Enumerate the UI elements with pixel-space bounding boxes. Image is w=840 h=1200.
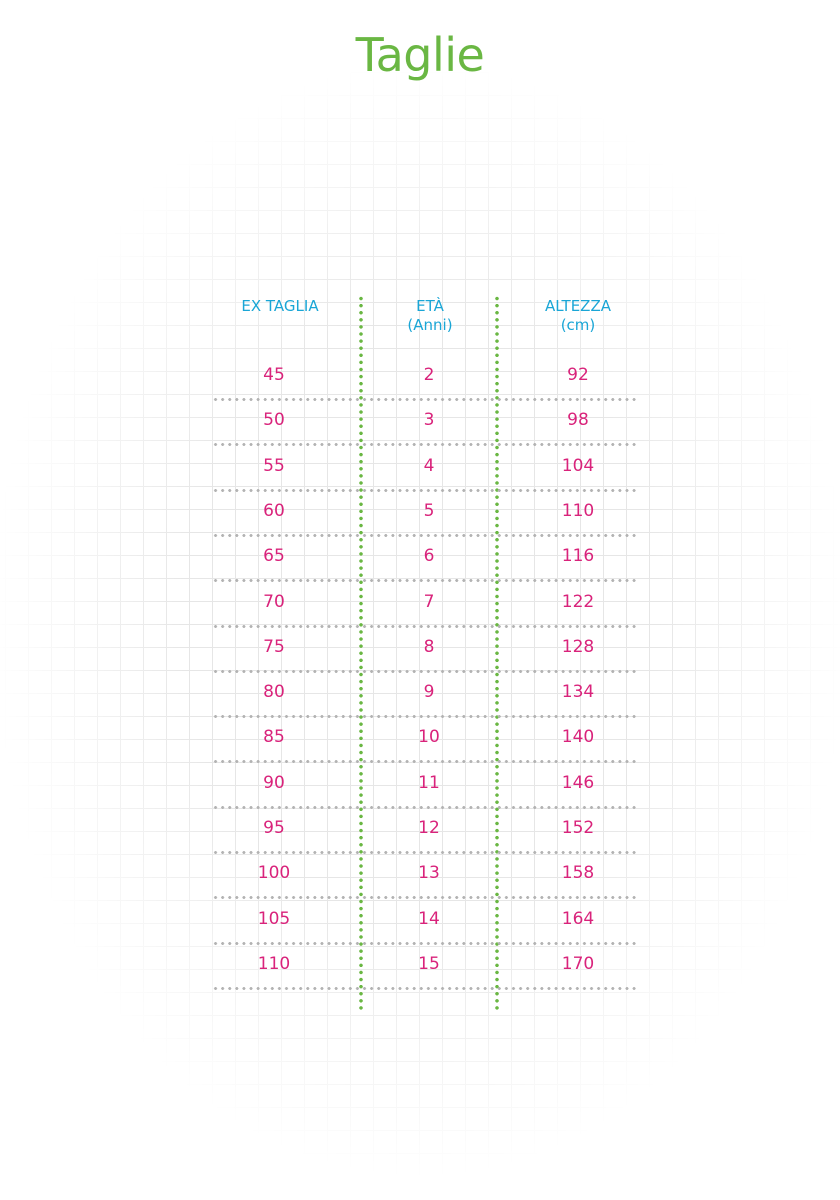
row-divider — [212, 669, 638, 673]
row-divider — [212, 941, 638, 945]
header-altezza: ALTEZZA (cm) — [498, 297, 658, 335]
table-cell: 105 — [257, 908, 291, 929]
table-cell: 95 — [263, 818, 285, 838]
table-cell: 110 — [561, 500, 595, 521]
table-cell: 158 — [561, 863, 595, 884]
header-label: ALTEZZA — [544, 297, 611, 315]
table-cell: 110 — [257, 953, 291, 974]
row-divider — [212, 986, 638, 990]
row-divider — [212, 896, 638, 900]
table-cell: 7 — [423, 591, 435, 612]
table-cell: 2 — [423, 365, 435, 385]
table-cell: 10 — [418, 727, 440, 748]
table-cell: 8 — [423, 636, 435, 657]
page-title: Taglie — [355, 28, 485, 82]
table-cell: 146 — [561, 772, 595, 793]
header-unit: (Anni) — [407, 316, 453, 334]
header-ex-taglia: EX TAGLIA — [200, 297, 360, 316]
table-cell: 152 — [561, 818, 595, 838]
table-cell: 5 — [423, 500, 435, 521]
column-divider — [359, 295, 363, 1013]
header-eta: ETÀ (Anni) — [350, 297, 510, 335]
table-cell: 11 — [418, 772, 440, 793]
row-divider — [212, 805, 638, 809]
row-divider — [212, 579, 638, 583]
table-cell: 170 — [561, 953, 595, 974]
table-cell: 50 — [263, 410, 285, 431]
row-divider — [212, 851, 638, 854]
row-divider — [212, 533, 638, 537]
table-cell: 134 — [561, 682, 595, 703]
table-cell: 85 — [263, 727, 285, 748]
table-cell: 116 — [561, 546, 595, 567]
table-cell: 12 — [418, 818, 440, 838]
table-cell: 104 — [561, 455, 595, 476]
table-cell: 45 — [263, 365, 285, 385]
table-cell: 15 — [418, 953, 440, 974]
row-divider — [212, 715, 638, 719]
table-cell: 6 — [423, 546, 435, 567]
header-label: ETÀ — [416, 297, 444, 315]
table-cell: 90 — [263, 772, 285, 793]
table-cell: 55 — [263, 455, 285, 476]
table-cell: 14 — [418, 908, 440, 929]
table-cell: 13 — [418, 863, 440, 884]
table-cell: 122 — [561, 591, 595, 612]
table-cell: 128 — [561, 636, 595, 657]
table-cell: 65 — [263, 546, 285, 567]
table-cell: 4 — [423, 455, 435, 476]
row-divider — [212, 443, 638, 447]
header-label: EX TAGLIA — [241, 297, 319, 315]
column-divider — [495, 295, 499, 1013]
table-cell: 80 — [263, 682, 285, 703]
row-divider — [212, 760, 638, 764]
header-unit: (cm) — [560, 316, 596, 334]
table-cell: 98 — [567, 410, 589, 431]
table-cell: 140 — [561, 727, 595, 748]
row-divider — [212, 624, 638, 628]
row-divider — [212, 398, 638, 401]
table-cell: 60 — [263, 500, 285, 521]
table-cell: 3 — [423, 410, 435, 431]
table-cell: 70 — [263, 591, 285, 612]
table-cell: 164 — [561, 908, 595, 929]
table-cell: 75 — [263, 636, 285, 657]
table-cell: 100 — [257, 863, 291, 884]
row-divider — [212, 488, 638, 492]
table-cell: 92 — [567, 365, 589, 385]
table-cell: 9 — [423, 682, 435, 703]
